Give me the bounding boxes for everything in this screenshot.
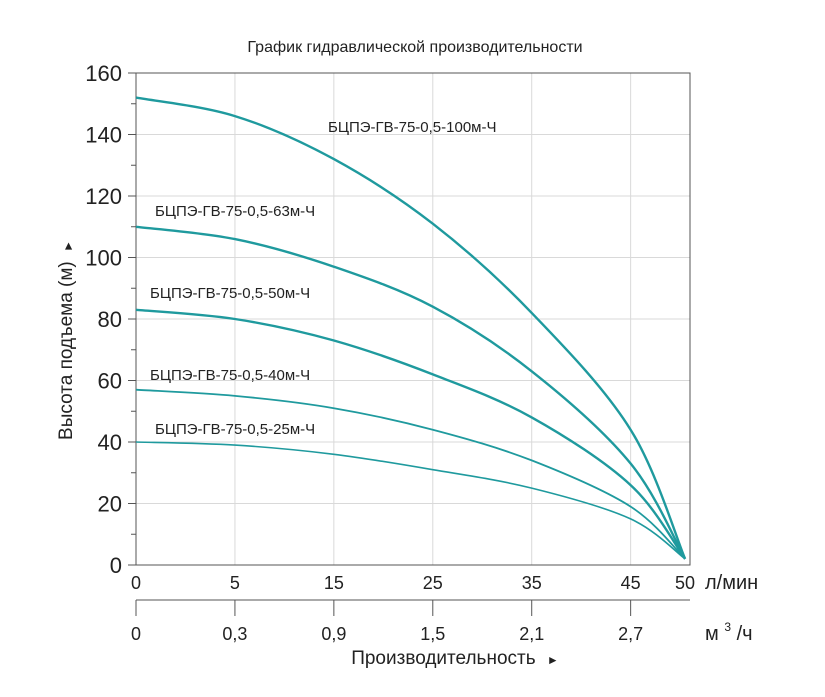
grid <box>136 72 690 565</box>
labels: 0 20 40 60 80 100 120 140 160 0 5 15 25 35 45 50 0 0,3 0,9… <box>85 61 695 644</box>
x-tick-label: 45 <box>621 573 641 593</box>
series-label: БЦПЭ-ГВ-75-0,5-25м-Ч <box>155 421 315 438</box>
y-tick-label: 160 <box>85 61 122 86</box>
x2-unit-base: м <box>705 623 719 645</box>
y-tick-label: 100 <box>85 246 122 271</box>
curves <box>135 96 687 560</box>
chart-title: График гидравлической производительности <box>247 39 582 56</box>
series-label: БЦПЭ-ГВ-75-0,5-50м-Ч <box>150 285 310 302</box>
series-curve <box>135 308 687 560</box>
series-curve <box>135 441 686 560</box>
y-tick-label: 80 <box>98 307 122 332</box>
x2-tick-label: 0 <box>131 624 141 644</box>
x-tick-label: 35 <box>522 573 542 593</box>
series-curve <box>135 388 686 560</box>
y-axis-arrow: ► <box>61 240 75 252</box>
x-axis-arrow: ► <box>547 653 559 667</box>
plot-border <box>135 72 691 566</box>
series-label: БЦПЭ-ГВ-75-0,5-40м-Ч <box>150 367 310 384</box>
series-label: БЦПЭ-ГВ-75-0,5-100м-Ч <box>328 119 496 136</box>
x2-tick-label: 0,9 <box>321 624 346 644</box>
x-axis-unit-lpm: л/мин <box>705 572 758 594</box>
y-tick-label: 60 <box>98 369 122 394</box>
y-tick-label: 0 <box>110 553 122 578</box>
y-tick-label: 40 <box>98 430 122 455</box>
x2-tick-label: 2,1 <box>519 624 544 644</box>
x-tick-label: 5 <box>230 573 240 593</box>
x2-unit-exp: 3 <box>724 620 731 634</box>
y-axis-title: Высота подъема (м) ► <box>56 240 77 440</box>
x2-axis-unit-m3h: м 3 /ч <box>705 614 753 645</box>
x2-tick-label: 1,5 <box>420 624 445 644</box>
x-tick-label: 25 <box>423 573 443 593</box>
x-tick-label: 0 <box>131 573 141 593</box>
x-tick-label: 50 <box>675 573 695 593</box>
y-tick-label: 140 <box>85 123 122 148</box>
series-label: БЦПЭ-ГВ-75-0,5-63м-Ч <box>155 203 315 220</box>
x2-unit-tail: /ч <box>737 623 753 645</box>
x2-tick-label: 0,3 <box>222 624 247 644</box>
x-axis-title: Производительность ► <box>351 648 559 669</box>
y-tick-label: 120 <box>85 184 122 209</box>
y-tick-label: 20 <box>98 492 122 517</box>
x-tick-label: 15 <box>324 573 344 593</box>
y-axis-title-text: Высота подъема (м) <box>56 261 77 440</box>
axes <box>128 72 691 616</box>
x-axis-title-text: Производительность <box>351 648 536 669</box>
x2-tick-label: 2,7 <box>618 624 643 644</box>
series-curve <box>135 225 687 560</box>
series-curve <box>135 96 687 560</box>
